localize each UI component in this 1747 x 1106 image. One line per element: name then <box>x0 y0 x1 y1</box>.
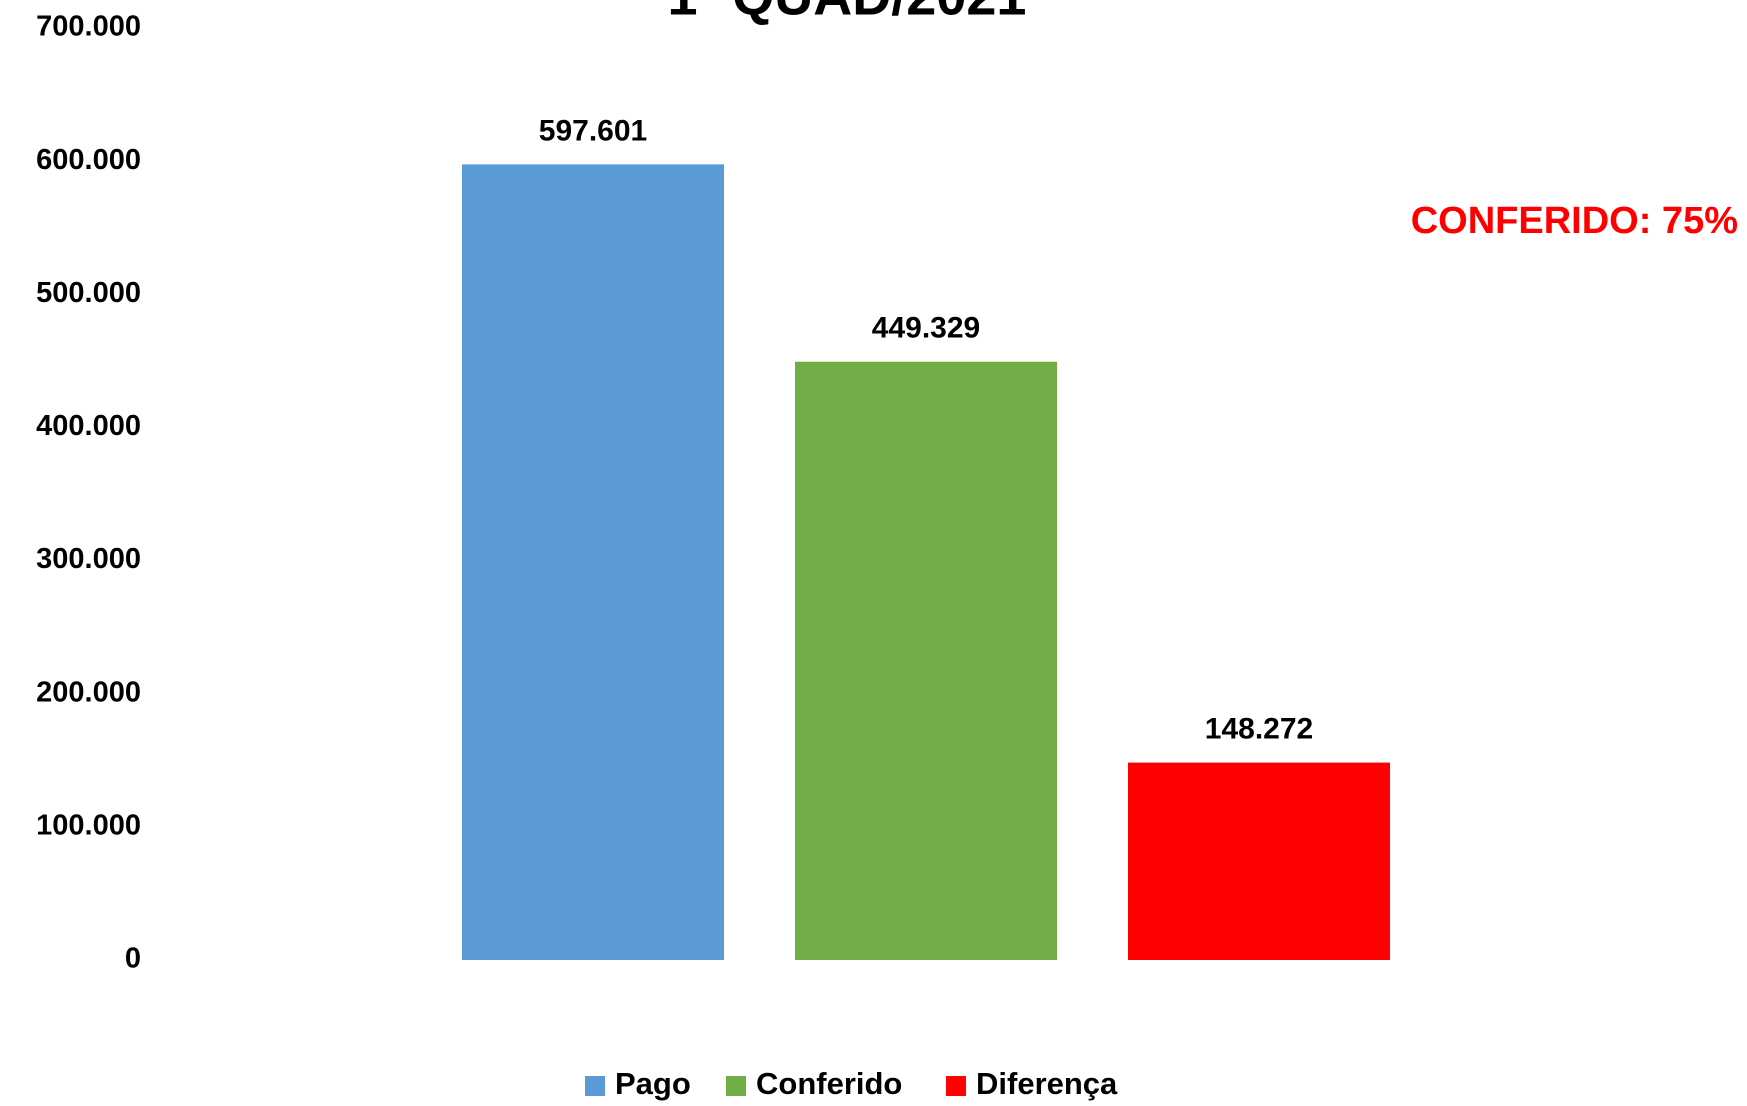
legend-label: Pago <box>615 1066 691 1101</box>
y-tick-label: 400.000 <box>36 410 141 442</box>
chart-title: 1º QUAD/2021 <box>668 0 1027 26</box>
value-label: 148.272 <box>1205 713 1313 746</box>
bar <box>795 361 1057 961</box>
annotation: CONFERIDO: 75% <box>1411 200 1738 242</box>
legend-swatch <box>726 1076 746 1096</box>
legend-label: Conferido <box>756 1066 902 1101</box>
legend-swatch <box>946 1076 966 1096</box>
legend-swatch <box>585 1076 605 1096</box>
value-label: 597.601 <box>539 114 647 147</box>
bar <box>1128 762 1390 960</box>
y-tick-label: 300.000 <box>36 543 141 575</box>
legend-label: Diferença <box>976 1066 1118 1101</box>
y-tick-label: 0 <box>125 943 141 975</box>
y-tick-label: 700.000 <box>36 11 141 43</box>
y-tick-label: 500.000 <box>36 277 141 309</box>
y-tick-label: 100.000 <box>36 810 141 842</box>
value-label: 449.329 <box>872 312 980 345</box>
y-tick-label: 200.000 <box>36 676 141 708</box>
bar <box>462 164 724 960</box>
y-tick-label: 600.000 <box>36 144 141 176</box>
